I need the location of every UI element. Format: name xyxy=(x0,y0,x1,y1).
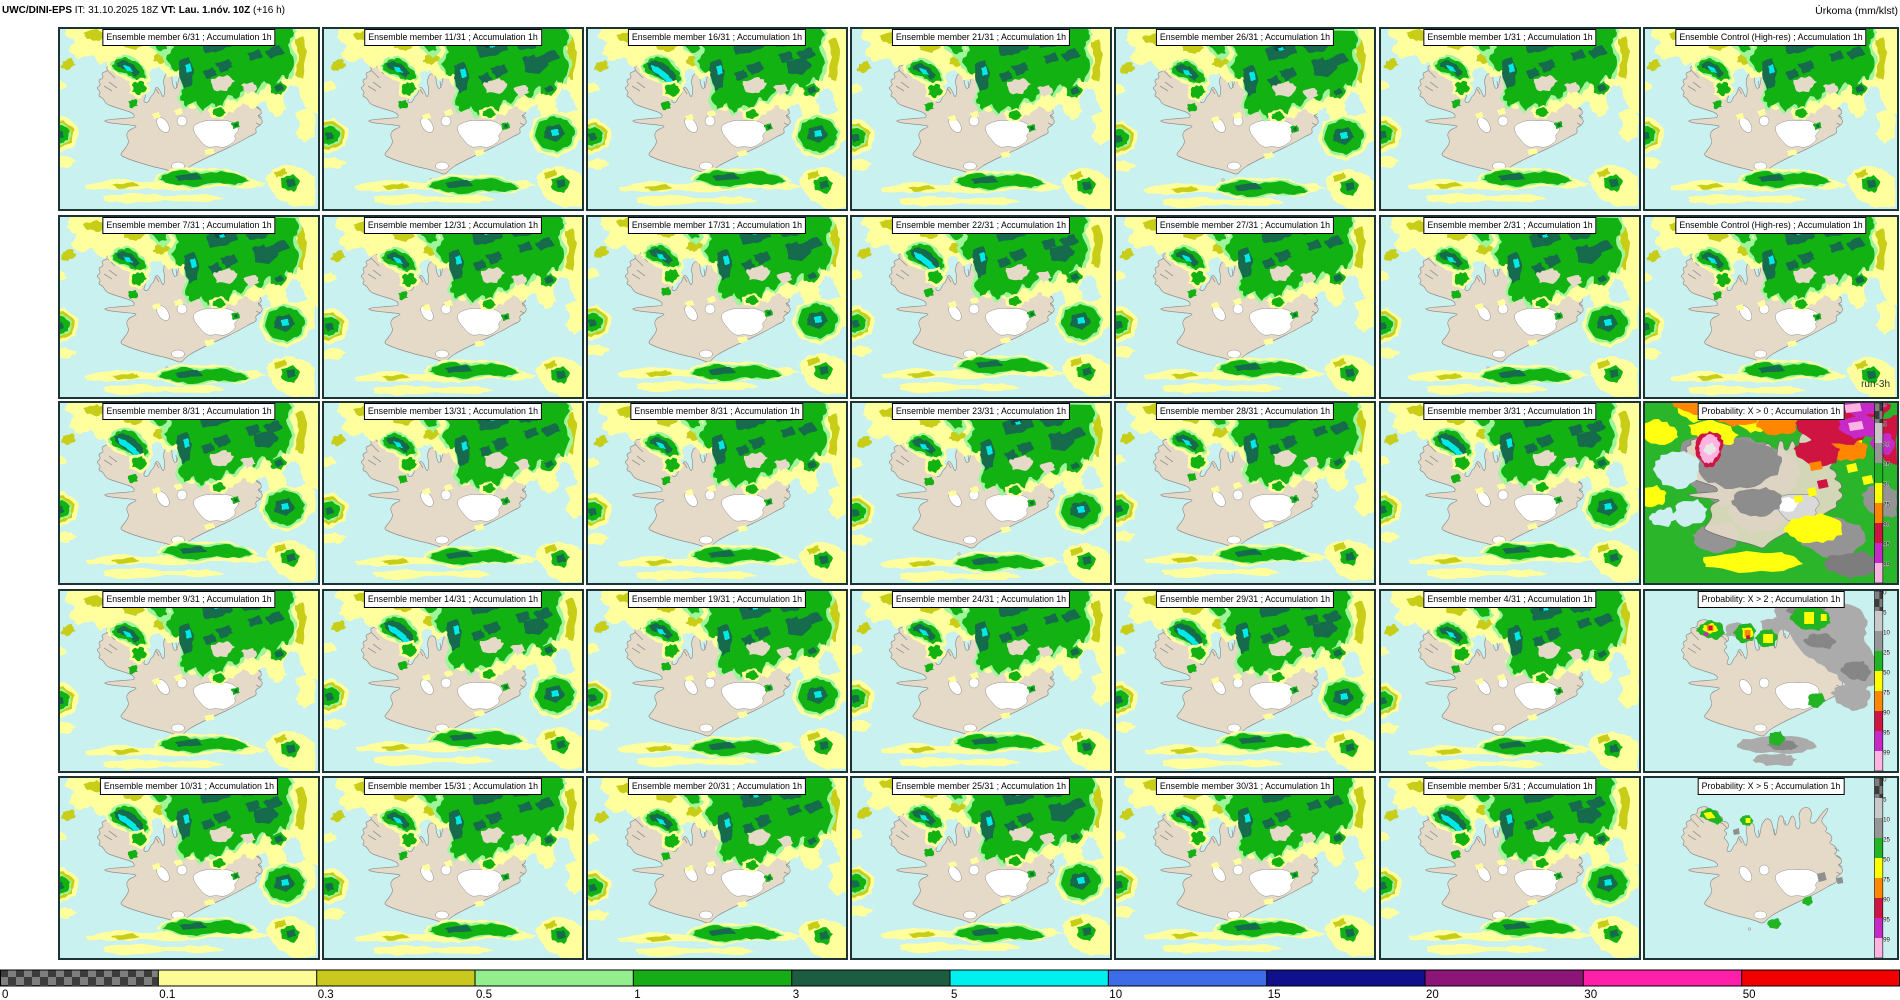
svg-text:3: 3 xyxy=(793,989,799,1000)
svg-text:15: 15 xyxy=(1268,989,1281,1000)
svg-text:1: 1 xyxy=(634,989,640,1000)
svg-text:20: 20 xyxy=(1426,989,1439,1000)
svg-text:0.1: 0.1 xyxy=(159,989,175,1000)
svg-text:0.3: 0.3 xyxy=(318,989,334,1000)
svg-text:0: 0 xyxy=(2,989,8,1000)
svg-text:30: 30 xyxy=(1584,989,1597,1000)
svg-text:50: 50 xyxy=(1743,989,1756,1000)
svg-text:5: 5 xyxy=(951,989,957,1000)
svg-text:0.5: 0.5 xyxy=(476,989,492,1000)
svg-text:10: 10 xyxy=(1109,989,1122,1000)
